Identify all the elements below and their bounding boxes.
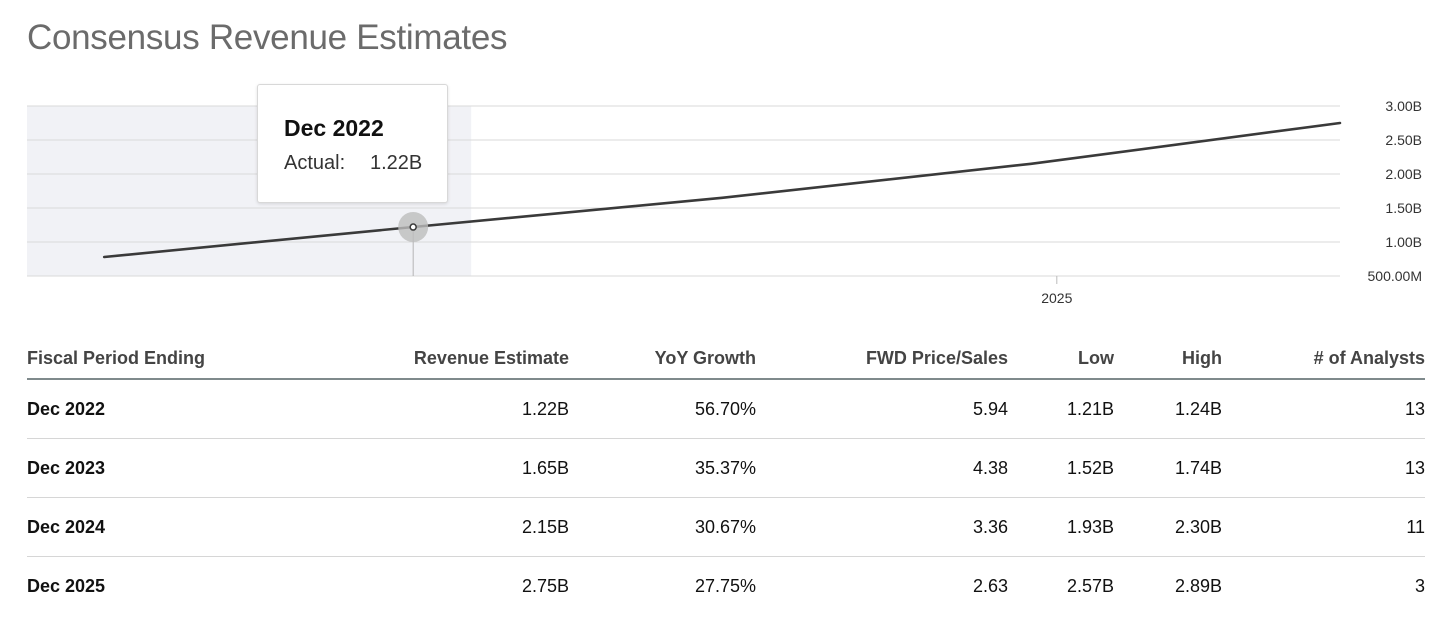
period-cell: Dec 2022 — [27, 379, 267, 439]
revenue-cell: 2.75B — [521, 575, 569, 596]
table-row: Dec 2022 1.22B 56.70% 5.94 1.21B 1.24B 1… — [27, 379, 1425, 439]
period-cell: Dec 2024 — [27, 497, 267, 557]
estimates-table: Fiscal Period Ending Revenue Estimate Yo… — [27, 338, 1425, 615]
y-tick-label: 500.00M — [1368, 268, 1422, 284]
column-header[interactable]: Revenue Estimate — [267, 338, 569, 380]
data-point — [409, 223, 417, 231]
column-header[interactable]: YoY Growth — [569, 338, 756, 380]
low-cell: 1.21B — [1008, 379, 1114, 439]
y-tick-label: 2.50B — [1385, 132, 1422, 148]
low-cell: 1.52B — [1008, 438, 1114, 498]
low-cell: 2.57B — [1066, 575, 1114, 596]
column-header[interactable]: FWD Price/Sales — [756, 338, 1008, 380]
analysts-cell: 13 — [1222, 438, 1425, 498]
tooltip-period: Dec 2022 — [284, 115, 384, 141]
revenue-line-chart[interactable]: 3.00B 2.50B 2.00B 1.50B 1.00B 500.00M 2025 — [0, 0, 1456, 330]
price-sales-cell: 3.36 — [756, 497, 1008, 557]
table-row: Dec 2023 1.65B 35.37% 4.38 1.52B 1.74B 1… — [27, 438, 1425, 498]
yoy-cell: 35.37% — [569, 438, 756, 498]
revenue-series-line — [102, 121, 1342, 259]
yoy-cell: 27.75% — [694, 575, 756, 596]
price-sales-cell: 5.94 — [756, 379, 1008, 439]
high-cell: 2.89B — [1174, 575, 1222, 596]
tooltip-value: 1.22B — [370, 152, 423, 174]
chart-tooltip: Dec 2022 Actual: 1.22B — [257, 84, 448, 203]
price-sales-cell: 4.38 — [756, 438, 1008, 498]
column-header[interactable]: High — [1114, 338, 1222, 380]
analysts-cell: 3 — [1414, 575, 1425, 596]
y-tick-label: 1.00B — [1385, 234, 1422, 250]
analysts-cell: 11 — [1222, 497, 1425, 557]
y-tick-label: 3.00B — [1385, 98, 1422, 114]
low-cell: 1.93B — [1008, 497, 1114, 557]
table-header-row: Fiscal Period Ending Revenue Estimate Yo… — [27, 338, 1425, 380]
period-cell: Dec 2025 — [27, 575, 106, 596]
page-title: Consensus Revenue Estimates — [27, 18, 508, 57]
table-row: Dec 2024 2.15B 30.67% 3.36 1.93B 2.30B 1… — [27, 497, 1425, 557]
tooltip-label: Actual: — [284, 152, 346, 174]
x-tick-label: 2025 — [1041, 290, 1072, 306]
high-cell: 1.24B — [1114, 379, 1222, 439]
column-header[interactable]: Low — [1008, 338, 1114, 380]
yoy-cell: 30.67% — [569, 497, 756, 557]
column-header[interactable]: Fiscal Period Ending — [27, 338, 267, 380]
revenue-cell: 1.22B — [267, 379, 569, 439]
high-cell: 1.74B — [1114, 438, 1222, 498]
high-cell: 2.30B — [1114, 497, 1222, 557]
y-tick-label: 2.00B — [1385, 166, 1422, 182]
revenue-cell: 1.65B — [267, 438, 569, 498]
analysts-cell: 13 — [1222, 379, 1425, 439]
table-row: Dec 2025 2.75B 27.75% 2.63 2.57B 2.89B 3 — [27, 557, 1425, 616]
period-cell: Dec 2023 — [27, 438, 267, 498]
y-tick-label: 1.50B — [1385, 200, 1422, 216]
yoy-cell: 56.70% — [569, 379, 756, 439]
price-sales-cell: 2.63 — [972, 575, 1008, 596]
column-header[interactable]: # of Analysts — [1222, 338, 1425, 380]
revenue-cell: 2.15B — [267, 497, 569, 557]
